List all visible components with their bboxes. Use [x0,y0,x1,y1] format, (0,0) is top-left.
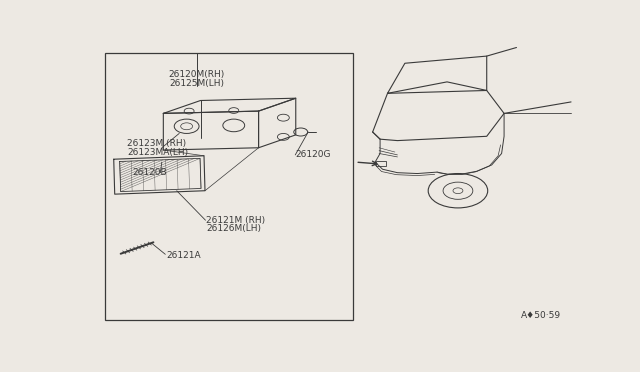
Text: 26120B: 26120B [132,168,166,177]
Text: 26126M(LH): 26126M(LH) [207,224,262,233]
Text: 26123MA(LH): 26123MA(LH) [127,148,188,157]
Bar [376,161,385,166]
Text: 26121M (RH): 26121M (RH) [207,216,266,225]
Text: 26123M (RH): 26123M (RH) [127,139,186,148]
Text: 26121A: 26121A [167,251,202,260]
Text: 26120M(RH): 26120M(RH) [168,70,225,79]
Bar [105,53,353,320]
Text: 26125M(LH): 26125M(LH) [169,79,224,88]
Text: 26120G: 26120G [296,150,332,160]
Text: A♦50·59: A♦50·59 [521,311,561,320]
